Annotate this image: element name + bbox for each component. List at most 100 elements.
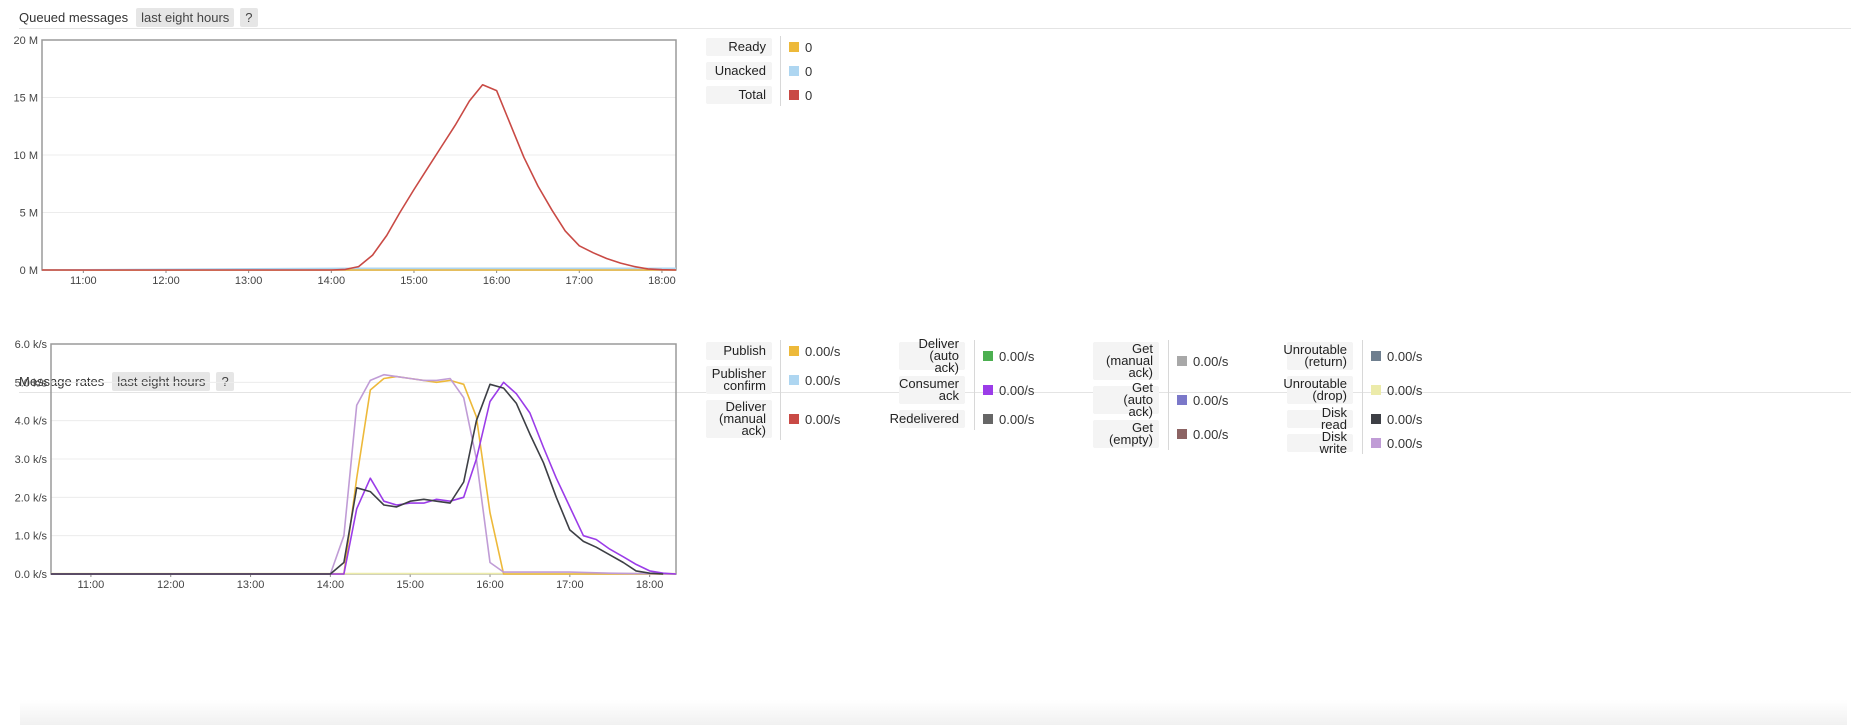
legend-swatch <box>789 414 799 424</box>
legend-swatch <box>1177 356 1187 366</box>
legend-label: Disk read <box>1287 406 1353 431</box>
legend-value: 0.00/s <box>805 372 841 388</box>
x-tick-label: 15:00 <box>400 275 428 287</box>
queued-messages-title: Queued messages <box>19 9 129 25</box>
legend-item-deliver-manual-ack: Deliver (manual ack) <box>706 398 772 440</box>
legend-swatch <box>789 346 799 356</box>
x-tick-label: 18:00 <box>636 579 664 591</box>
x-tick-label: 12:00 <box>152 275 180 287</box>
legend-separator <box>1168 340 1169 450</box>
queued-messages-header: Queued messages last eight hours ? <box>19 6 1851 29</box>
legend-swatch <box>1177 395 1187 405</box>
legend-value-wrap: 0.00/s <box>1177 384 1228 416</box>
x-tick-label: 13:00 <box>235 275 263 287</box>
y-tick-label: 1.0 k/s <box>15 531 48 543</box>
legend-swatch <box>789 375 799 385</box>
legend-label: Get (auto ack) <box>1093 381 1159 418</box>
legend-value-wrap: 0.00/s <box>983 340 1034 372</box>
series-line-total <box>42 84 677 271</box>
legend-label: Consumer ack <box>899 376 965 404</box>
y-tick-label: 5.0 k/s <box>15 377 48 389</box>
legend-item-get-auto-ack: Get (auto ack) <box>1093 381 1159 418</box>
queued-help-button[interactable]: ? <box>240 7 258 27</box>
legend-item-disk-read: Disk read <box>1287 406 1353 431</box>
legend-value: 0.00/s <box>1193 353 1229 369</box>
legend-swatch <box>789 42 799 52</box>
queued-messages-chart: 0 M 5 M 10 M 15 M 20 M 11:00 12:00 13:00 14:00 15… <box>14 35 677 287</box>
legend-item-get-manual-ack: Get (manual ack) <box>1093 340 1159 382</box>
legend-label: Unacked <box>706 62 772 80</box>
legend-item-unroutable-drop: Unroutable (drop) <box>1283 374 1353 406</box>
y-tick-label: 6.0 k/s <box>15 339 48 351</box>
y-tick-label: 5 M <box>20 208 38 220</box>
legend-label: Publisher confirm <box>706 366 772 394</box>
legend-value-wrap: 0.00/s <box>983 374 1034 406</box>
legend-value-wrap: 0.00/s <box>789 340 840 362</box>
legend-item-total: Total <box>706 84 772 106</box>
x-tick-label: 16:00 <box>483 275 511 287</box>
legend-value: 0.00/s <box>1387 348 1423 364</box>
legend-separator <box>780 36 781 106</box>
legend-value: 0.00/s <box>805 411 841 427</box>
legend-value-wrap: 0 <box>789 36 812 58</box>
legend-swatch <box>789 90 799 100</box>
legend-swatch <box>983 414 993 424</box>
legend-value-wrap: 0.00/s <box>1371 408 1422 430</box>
rates-range-button[interactable]: last eight hours <box>112 371 211 391</box>
legend-value: 0 <box>805 39 813 55</box>
series-line-disk-read <box>51 383 664 575</box>
x-tick-label: 11:00 <box>70 275 97 287</box>
legend-item-ready: Ready <box>706 36 772 58</box>
legend-swatch <box>983 385 993 395</box>
x-tick-label: 18:00 <box>648 275 676 287</box>
queued-range-button[interactable]: last eight hours <box>136 7 235 27</box>
y-tick-label: 0.0 k/s <box>15 569 48 581</box>
y-tick-label: 20 M <box>14 35 38 47</box>
legend-value: 0 <box>805 87 813 103</box>
legend-swatch <box>1177 429 1187 439</box>
legend-item-consumer-ack: Consumer ack <box>899 374 965 406</box>
legend-swatch <box>983 351 993 361</box>
legend-separator <box>780 340 781 440</box>
legend-label: Get (empty) <box>1093 420 1159 448</box>
legend-swatch <box>1371 414 1381 424</box>
legend-swatch <box>1371 385 1381 395</box>
y-tick-label: 3.0 k/s <box>15 454 48 466</box>
legend-item-get-empty: Get (empty) <box>1093 418 1159 450</box>
legend-value-wrap: 0.00/s <box>789 364 840 396</box>
x-tick-label: 14:00 <box>317 579 345 591</box>
legend-value: 0 <box>805 63 813 79</box>
series-line-disk-write <box>51 373 677 575</box>
x-tick-label: 17:00 <box>556 579 584 591</box>
legend-item-publisher-confirm: Publisher confirm <box>706 364 772 396</box>
legend-value-wrap: 0.00/s <box>1177 418 1228 450</box>
rates-help-button[interactable]: ? <box>216 371 234 391</box>
legend-value-wrap: 0 <box>789 60 812 82</box>
legend-value-wrap: 0.00/s <box>789 398 840 440</box>
legend-item-redelivered: Redelivered <box>890 408 965 430</box>
series-line-consumer-ack <box>51 381 677 575</box>
legend-label: Unroutable (return) <box>1283 342 1353 370</box>
legend-value: 0.00/s <box>805 343 841 359</box>
legend-label: Get (manual ack) <box>1093 342 1159 380</box>
y-tick-label: 15 M <box>14 93 38 105</box>
y-tick-label: 0 M <box>20 265 38 277</box>
legend-label: Publish <box>706 342 772 360</box>
message-rates-chart: 0.0 k/s 1.0 k/s 2.0 k/s 3.0 k/s 4.0 k/s 5.0 k… <box>15 339 677 591</box>
legend-label: Total <box>706 86 772 104</box>
legend-value-wrap: 0.00/s <box>1371 374 1422 406</box>
legend-label: Deliver (manual ack) <box>706 400 772 438</box>
y-tick-label: 2.0 k/s <box>15 492 48 504</box>
legend-value: 0.00/s <box>1193 426 1229 442</box>
legend-value-wrap: 0 <box>789 84 812 106</box>
legend-swatch <box>789 66 799 76</box>
legend-value-wrap: 0.00/s <box>1177 340 1228 382</box>
series-line-publish <box>51 375 676 575</box>
legend-value: 0.00/s <box>1193 392 1229 408</box>
legend-item-unacked: Unacked <box>706 60 772 82</box>
legend-label: Deliver (auto ack) <box>899 337 965 374</box>
x-tick-label: 11:00 <box>78 579 105 591</box>
legend-label: Redelivered <box>890 410 965 428</box>
legend-value: 0.00/s <box>999 382 1035 398</box>
legend-swatch <box>1371 351 1381 361</box>
